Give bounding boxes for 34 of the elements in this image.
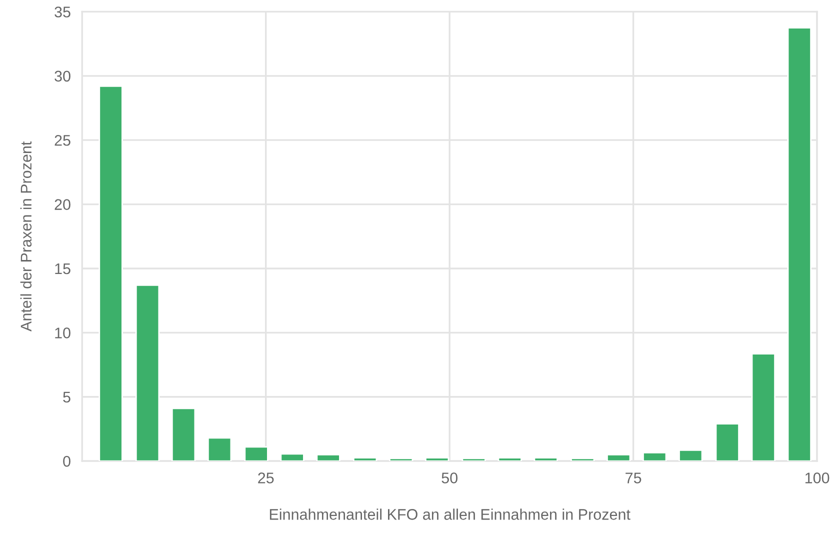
x-tick-label: 25: [258, 472, 274, 484]
bar: [425, 457, 450, 462]
bar: [498, 457, 522, 462]
bar: [678, 449, 703, 462]
bar: [787, 27, 812, 462]
bar: [534, 457, 558, 462]
bar: [642, 452, 667, 462]
bar: [751, 353, 776, 462]
y-tick-label: 20: [54, 199, 70, 210]
x-tick-label: 100: [805, 472, 830, 484]
x-axis-title: Einnahmenanteil KFO an allen Einnahmen in Prozent: [270, 508, 630, 520]
bar: [244, 446, 268, 462]
y-tick-label: 10: [55, 328, 70, 338]
bar: [316, 454, 340, 462]
bar: [606, 454, 631, 462]
y-tick-label: 0: [63, 456, 70, 467]
y-axis-title: Anteil der Praxen in Prozent: [20, 141, 32, 332]
y-tick-label: 30: [54, 70, 70, 82]
bar: [352, 457, 378, 462]
y-tick-label: 25: [54, 134, 70, 146]
bar: [280, 453, 304, 462]
bar: [715, 423, 740, 462]
bar: [135, 284, 160, 462]
bar: [462, 458, 486, 462]
bar: [388, 458, 414, 462]
y-tick-label: 35: [54, 6, 70, 18]
bar: [207, 437, 232, 462]
y-tick-label: 5: [63, 392, 70, 403]
x-tick-label: 75: [626, 472, 642, 484]
x-tick-label: 50: [442, 472, 458, 484]
bar: [98, 85, 123, 462]
y-tick-label: 15: [55, 264, 70, 274]
bar: [570, 458, 595, 462]
bar: [171, 408, 196, 462]
